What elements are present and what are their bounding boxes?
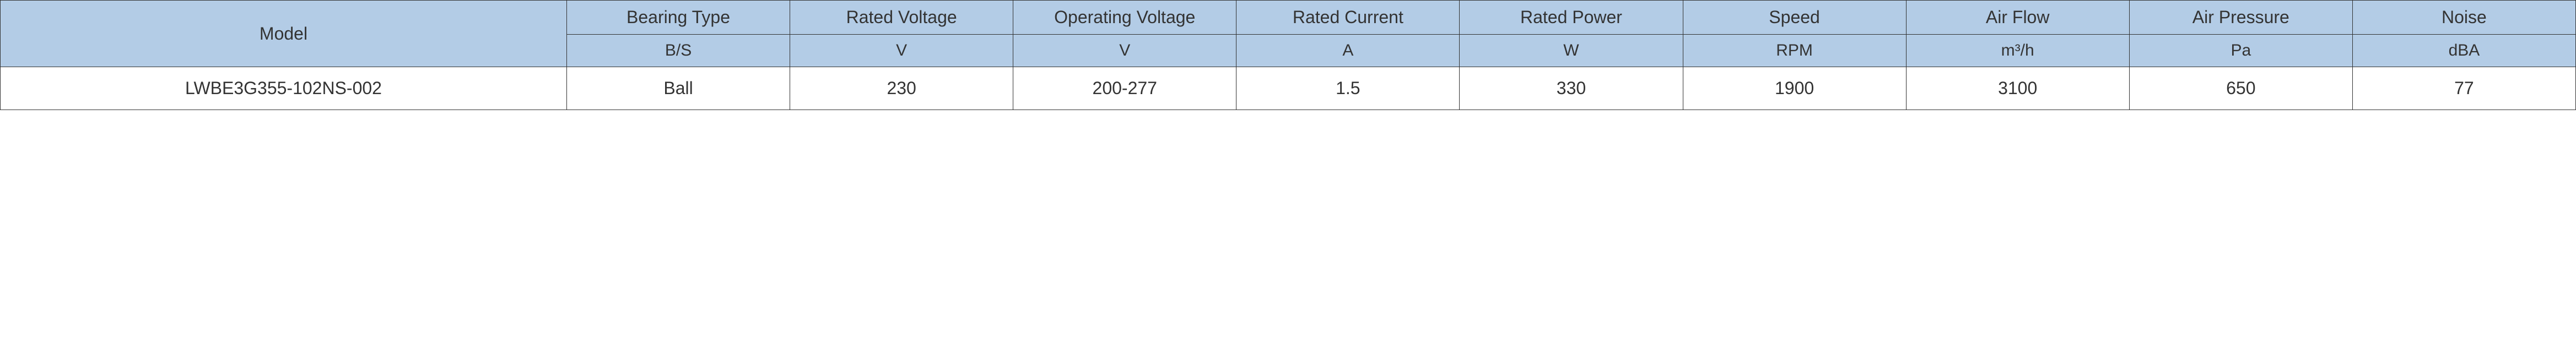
cell-air-pressure: 650: [2129, 67, 2352, 110]
unit-operating-voltage: V: [1013, 35, 1236, 67]
cell-bearing: Ball: [566, 67, 790, 110]
table-row: LWBE3G355-102NS-002 Ball 230 200-277 1.5…: [1, 67, 2576, 110]
header-model: Model: [1, 1, 567, 67]
header-bearing: Bearing Type: [566, 1, 790, 35]
unit-noise: dBA: [2352, 35, 2575, 67]
header-operating-voltage: Operating Voltage: [1013, 1, 1236, 35]
spec-table-container: Model Bearing Type Rated Voltage Operati…: [0, 0, 2576, 110]
header-rated-current: Rated Current: [1236, 1, 1460, 35]
cell-speed: 1900: [1683, 67, 1906, 110]
unit-rated-voltage: V: [790, 35, 1013, 67]
unit-rated-current: A: [1236, 35, 1460, 67]
cell-rated-power: 330: [1460, 67, 1683, 110]
header-air-pressure: Air Pressure: [2129, 1, 2352, 35]
unit-speed: RPM: [1683, 35, 1906, 67]
header-rated-voltage: Rated Voltage: [790, 1, 1013, 35]
cell-operating-voltage: 200-277: [1013, 67, 1236, 110]
header-rated-power: Rated Power: [1460, 1, 1683, 35]
unit-bearing: B/S: [566, 35, 790, 67]
cell-model: LWBE3G355-102NS-002: [1, 67, 567, 110]
spec-table: Model Bearing Type Rated Voltage Operati…: [0, 0, 2576, 110]
cell-noise: 77: [2352, 67, 2575, 110]
cell-air-flow: 3100: [1906, 67, 2129, 110]
header-noise: Noise: [2352, 1, 2575, 35]
header-speed: Speed: [1683, 1, 1906, 35]
cell-rated-current: 1.5: [1236, 67, 1460, 110]
cell-rated-voltage: 230: [790, 67, 1013, 110]
unit-air-pressure: Pa: [2129, 35, 2352, 67]
table-header-row: Model Bearing Type Rated Voltage Operati…: [1, 1, 2576, 35]
unit-air-flow: m³/h: [1906, 35, 2129, 67]
header-air-flow: Air Flow: [1906, 1, 2129, 35]
unit-rated-power: W: [1460, 35, 1683, 67]
